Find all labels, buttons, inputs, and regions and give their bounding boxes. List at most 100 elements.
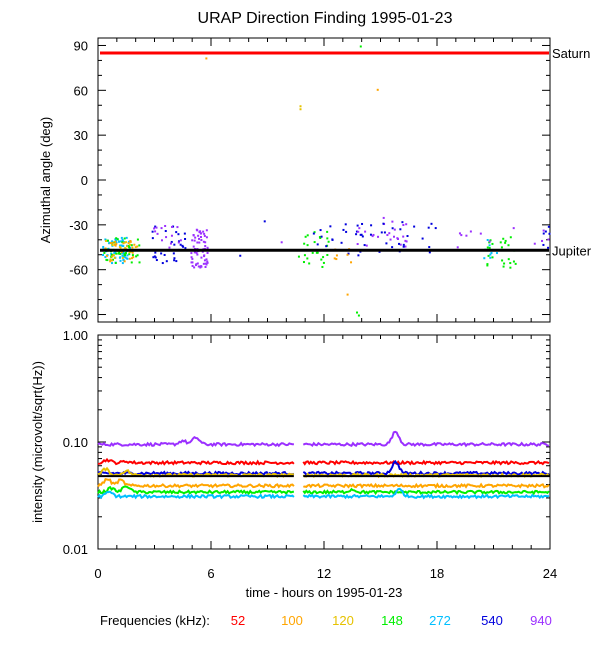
azimuth-point [357, 254, 360, 257]
intensity-line-940 [302, 430, 549, 448]
azimuth-plot-frame [97, 37, 551, 323]
azimuth-point [120, 251, 123, 254]
azimuth-point [122, 258, 125, 261]
azimuth-point [205, 229, 208, 232]
azimuth-point [119, 252, 122, 255]
azimuth-point [486, 263, 489, 266]
azimuth-point [391, 220, 394, 223]
azimuth-point [378, 250, 381, 253]
azimuth-point [111, 241, 114, 244]
azimuth-point [203, 259, 206, 262]
azimuth-point [404, 239, 407, 242]
azimuth-point [547, 246, 550, 249]
azimuth-point [206, 261, 209, 264]
azimuth-point [382, 216, 385, 219]
azimuth-point [355, 230, 358, 233]
azimuth-point [118, 245, 121, 248]
azimuth-point [170, 234, 173, 237]
azimuth-point [357, 230, 360, 233]
azimuth-point [195, 251, 198, 254]
azimuth-point [173, 243, 176, 246]
azimuth-point [115, 237, 118, 240]
azimuth-point [327, 240, 330, 243]
azimuth-point [406, 235, 409, 238]
time-tick-label: 12 [317, 566, 331, 581]
azimuth-point [119, 259, 122, 262]
azimuth-point [377, 235, 380, 238]
azimuth-point [547, 225, 550, 228]
azimuth-point [321, 265, 324, 268]
azimuth-point [458, 232, 461, 235]
azimuth-point [128, 240, 131, 243]
azimuth-point [512, 227, 515, 230]
azimuth-point [391, 227, 394, 230]
azimuth-point [113, 256, 116, 259]
azimuth-point [200, 232, 203, 235]
azimuth-point [200, 265, 203, 268]
azimuth-point [501, 259, 504, 262]
azimuth-point [202, 262, 205, 265]
azimuth-point [203, 254, 206, 257]
azimuth-point [541, 239, 544, 242]
azimuth-point [133, 243, 136, 246]
azimuth-point [509, 236, 512, 239]
azimuth-point [398, 242, 401, 245]
azimuth-tick-label: -60 [69, 263, 88, 278]
azimuth-point [173, 259, 176, 262]
azimuth-point [206, 251, 209, 254]
azimuth-point [507, 258, 510, 261]
intensity-line-148 [97, 485, 295, 496]
azimuth-point [164, 224, 167, 227]
azimuth-point [430, 222, 433, 225]
azimuth-point [175, 260, 178, 263]
azimuth-point [358, 227, 361, 230]
azimuth-point [117, 240, 120, 243]
azimuth-point [154, 225, 157, 228]
azimuth-point [112, 254, 115, 257]
legend-item-52: 52 [231, 613, 245, 628]
azimuth-point [161, 262, 164, 265]
azimuth-point [130, 244, 133, 247]
azimuth-point [316, 251, 319, 254]
azimuth-point [191, 261, 194, 264]
azimuth-point [191, 239, 194, 242]
azimuth-point [488, 246, 491, 249]
reference-label-jupiter: Jupiter [552, 243, 592, 258]
azimuth-point [486, 264, 489, 267]
azimuth-point [356, 311, 359, 314]
azimuth-point [544, 230, 547, 233]
time-tick-label: 18 [430, 566, 444, 581]
azimuth-scatter-points [102, 45, 551, 317]
azimuth-point [322, 261, 325, 264]
azimuth-point [170, 240, 173, 243]
azimuth-point [504, 241, 507, 244]
chart-title: URAP Direction Finding 1995-01-23 [198, 10, 453, 27]
azimuth-point [193, 239, 196, 242]
azimuth-point [123, 260, 126, 263]
azimuth-point [177, 241, 180, 244]
azimuth-point [120, 244, 123, 247]
azimuth-point [152, 256, 155, 259]
azimuth-point [396, 237, 399, 240]
azimuth-point [191, 264, 194, 267]
azimuth-point [204, 244, 207, 247]
azimuth-point [121, 238, 124, 241]
azimuth-point [164, 230, 167, 233]
azimuth-tick-label: 30 [74, 128, 88, 143]
azimuth-point [342, 228, 345, 231]
azimuth-point [509, 262, 512, 265]
azimuth-point [401, 221, 404, 224]
azimuth-point [172, 225, 175, 228]
azimuth-point [297, 255, 300, 258]
azimuth-point [124, 247, 127, 250]
azimuth-axis-ticks [97, 38, 551, 322]
intensity-line-940 [97, 435, 294, 448]
azimuth-point [402, 245, 405, 248]
azimuth-point [393, 235, 396, 238]
azimuth-point [399, 243, 402, 246]
azimuth-point [119, 244, 122, 247]
azimuth-point [280, 241, 283, 244]
azimuth-point [124, 254, 127, 257]
azimuth-point [124, 252, 127, 255]
